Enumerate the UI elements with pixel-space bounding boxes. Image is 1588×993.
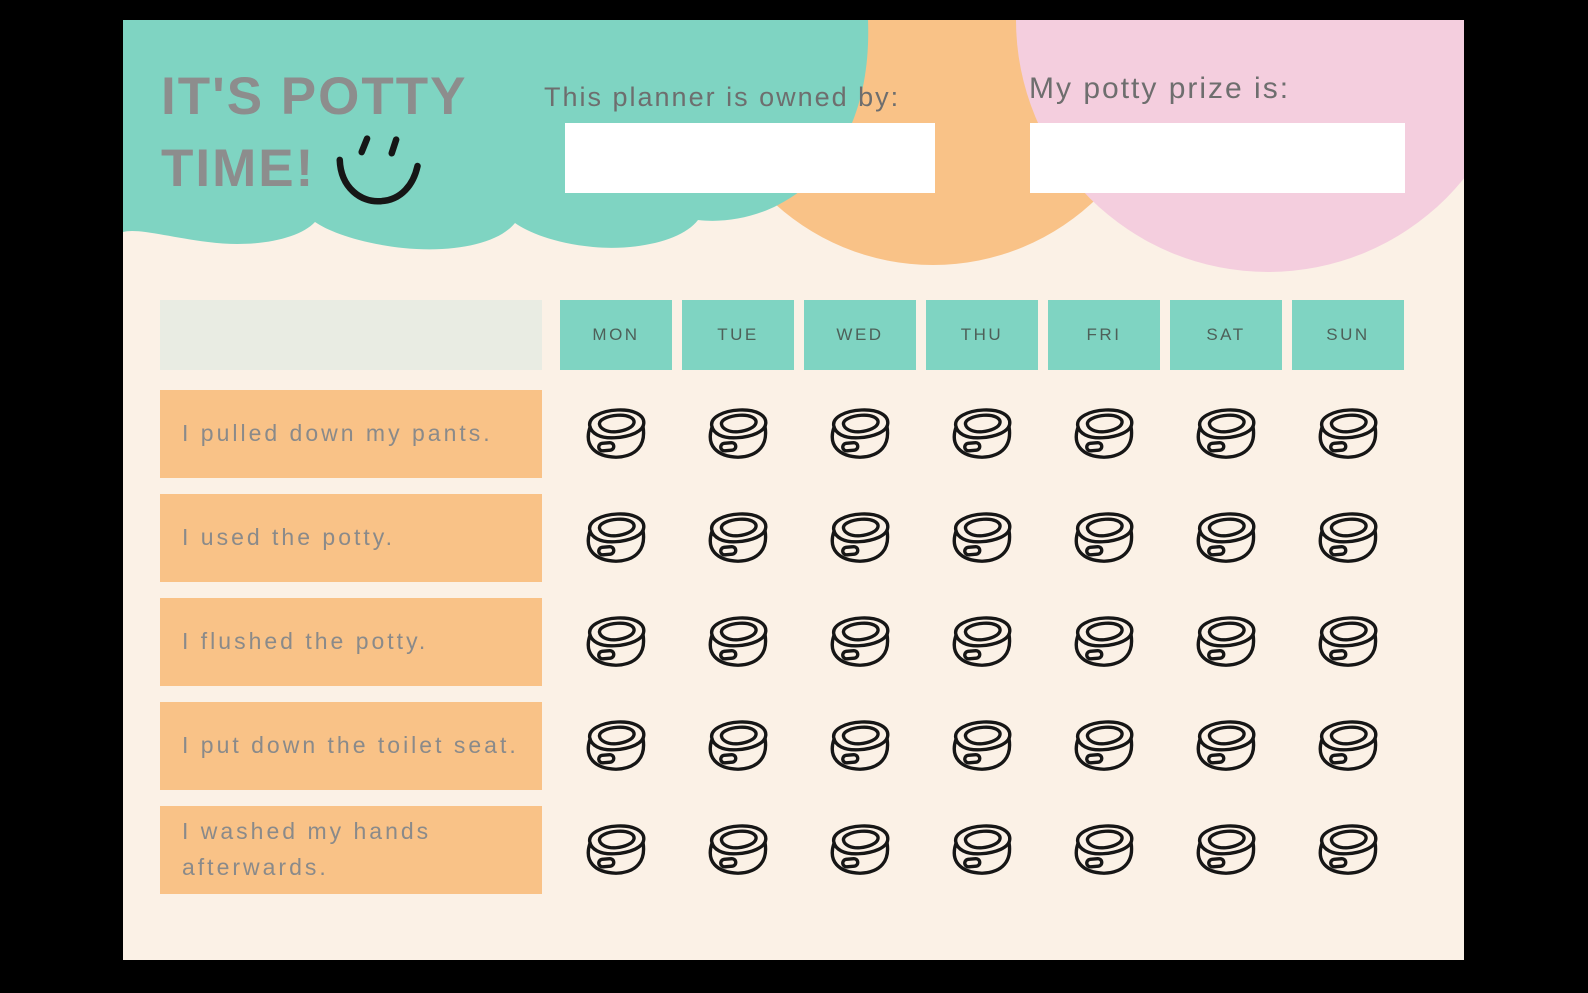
potty-icon	[1188, 817, 1264, 883]
potty-icon	[1310, 713, 1386, 779]
potty-icon	[1066, 609, 1142, 675]
potty-icon	[822, 713, 898, 779]
page-title-line2: TIME!	[161, 139, 316, 198]
potty-icon	[578, 817, 654, 883]
grid-corner-cell	[160, 300, 542, 370]
day-header-sun: SUN	[1292, 300, 1404, 370]
potty-cell-fri-row3[interactable]	[1048, 598, 1160, 686]
potty-cell-mon-row3[interactable]	[560, 598, 672, 686]
potty-cell-sat-row2[interactable]	[1170, 494, 1282, 582]
potty-icon	[1310, 505, 1386, 571]
owner-label: This planner is owned by:	[544, 82, 901, 112]
potty-icon	[944, 817, 1020, 883]
potty-icon	[1310, 609, 1386, 675]
potty-icon	[1310, 817, 1386, 883]
potty-cell-sat-row5[interactable]	[1170, 806, 1282, 894]
potty-cell-sun-row1[interactable]	[1292, 390, 1404, 478]
potty-cell-fri-row2[interactable]	[1048, 494, 1160, 582]
potty-cell-sun-row4[interactable]	[1292, 702, 1404, 790]
potty-cell-thu-row2[interactable]	[926, 494, 1038, 582]
day-header-mon: MON	[560, 300, 672, 370]
potty-cell-sat-row4[interactable]	[1170, 702, 1282, 790]
task-label-row3: I flushed the potty.	[160, 598, 542, 686]
potty-icon	[1188, 609, 1264, 675]
prize-label: My potty prize is:	[1029, 72, 1291, 105]
potty-cell-fri-row1[interactable]	[1048, 390, 1160, 478]
potty-cell-mon-row1[interactable]	[560, 390, 672, 478]
potty-icon	[1188, 505, 1264, 571]
potty-cell-sun-row5[interactable]	[1292, 806, 1404, 894]
potty-icon	[822, 817, 898, 883]
prize-input[interactable]	[1030, 123, 1405, 193]
potty-icon	[1188, 401, 1264, 467]
potty-icon	[1066, 713, 1142, 779]
potty-icon	[1066, 505, 1142, 571]
potty-cell-mon-row4[interactable]	[560, 702, 672, 790]
potty-cell-thu-row3[interactable]	[926, 598, 1038, 686]
potty-icon	[700, 817, 776, 883]
potty-cell-mon-row2[interactable]	[560, 494, 672, 582]
potty-cell-fri-row4[interactable]	[1048, 702, 1160, 790]
potty-cell-sat-row3[interactable]	[1170, 598, 1282, 686]
potty-cell-sun-row2[interactable]	[1292, 494, 1404, 582]
potty-cell-fri-row5[interactable]	[1048, 806, 1160, 894]
planner-page: IT'S POTTY TIME! This planner is owned b…	[123, 20, 1464, 960]
potty-cell-tue-row3[interactable]	[682, 598, 794, 686]
potty-cell-tue-row5[interactable]	[682, 806, 794, 894]
potty-icon	[944, 713, 1020, 779]
potty-icon	[822, 505, 898, 571]
potty-cell-wed-row3[interactable]	[804, 598, 916, 686]
smiley-face-icon	[336, 135, 422, 205]
potty-icon	[1066, 817, 1142, 883]
potty-icon	[944, 609, 1020, 675]
potty-icon	[822, 609, 898, 675]
potty-cell-wed-row4[interactable]	[804, 702, 916, 790]
task-label-row5: I washed my hands afterwards.	[160, 806, 542, 894]
potty-cell-tue-row2[interactable]	[682, 494, 794, 582]
task-label-row4: I put down the toilet seat.	[160, 702, 542, 790]
header-clouds	[123, 20, 1464, 272]
potty-icon	[1066, 401, 1142, 467]
day-header-sat: SAT	[1170, 300, 1282, 370]
potty-icon	[944, 401, 1020, 467]
potty-cell-thu-row4[interactable]	[926, 702, 1038, 790]
potty-icon	[578, 609, 654, 675]
potty-cell-wed-row5[interactable]	[804, 806, 916, 894]
potty-icon	[1310, 401, 1386, 467]
page-title-line1: IT'S POTTY	[161, 67, 468, 126]
potty-cell-thu-row1[interactable]	[926, 390, 1038, 478]
potty-cell-tue-row1[interactable]	[682, 390, 794, 478]
potty-cell-mon-row5[interactable]	[560, 806, 672, 894]
day-header-fri: FRI	[1048, 300, 1160, 370]
potty-icon	[700, 713, 776, 779]
potty-icon	[700, 505, 776, 571]
day-header-wed: WED	[804, 300, 916, 370]
potty-cell-wed-row2[interactable]	[804, 494, 916, 582]
owner-input[interactable]	[565, 123, 935, 193]
potty-icon	[578, 505, 654, 571]
potty-cell-thu-row5[interactable]	[926, 806, 1038, 894]
task-label-row1: I pulled down my pants.	[160, 390, 542, 478]
potty-icon	[822, 401, 898, 467]
potty-icon	[944, 505, 1020, 571]
potty-cell-wed-row1[interactable]	[804, 390, 916, 478]
tracker-grid: MON TUE WED THU FRI SAT SUN I pulled down my pa…	[160, 300, 1404, 894]
task-label-row2: I used the potty.	[160, 494, 542, 582]
potty-icon	[578, 713, 654, 779]
potty-cell-sun-row3[interactable]	[1292, 598, 1404, 686]
potty-icon	[700, 609, 776, 675]
page-title: IT'S POTTY TIME!	[161, 64, 467, 208]
potty-icon	[578, 401, 654, 467]
potty-icon	[700, 401, 776, 467]
day-header-thu: THU	[926, 300, 1038, 370]
day-header-tue: TUE	[682, 300, 794, 370]
potty-cell-tue-row4[interactable]	[682, 702, 794, 790]
potty-cell-sat-row1[interactable]	[1170, 390, 1282, 478]
potty-icon	[1188, 713, 1264, 779]
